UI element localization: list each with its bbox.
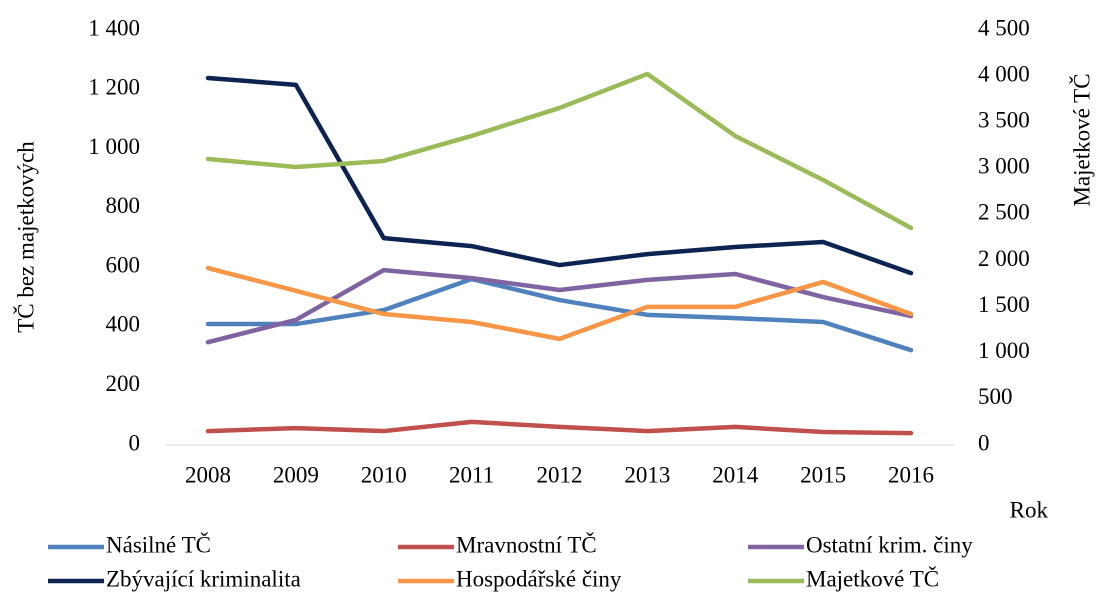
x-axis-label: Rok <box>1010 497 1049 522</box>
legend-label: Ostatní krim. činy <box>806 532 973 557</box>
series-line <box>205 276 914 353</box>
y-axis-label: TČ bez majetkových <box>12 141 38 333</box>
series-line <box>205 265 914 342</box>
y2-tick-label: 1 500 <box>978 292 1030 317</box>
x-tick-label: 2013 <box>624 462 670 487</box>
y2-tick-label: 2 000 <box>978 246 1030 271</box>
x-tick-label: 2008 <box>185 462 231 487</box>
y-tick-label: 800 <box>106 193 141 218</box>
x-tick-label: 2009 <box>273 462 319 487</box>
y2-tick-label: 3 000 <box>978 154 1030 179</box>
y-tick-label: 600 <box>106 252 141 277</box>
y2-tick-label: 500 <box>978 384 1013 409</box>
y2-tick-label: 4 500 <box>978 15 1030 40</box>
y-tick-label: 0 <box>129 430 141 455</box>
y-tick-label: 1 200 <box>88 75 140 100</box>
x-tick-label: 2011 <box>449 462 494 487</box>
series-line <box>205 71 914 231</box>
y2-tick-label: 2 500 <box>978 200 1030 225</box>
x-tick-label: 2016 <box>888 462 934 487</box>
y-tick-label: 1 400 <box>88 15 140 40</box>
legend-label: Hospodářské činy <box>456 566 622 591</box>
series-line <box>205 419 914 436</box>
legend-label: Majetkové TČ <box>806 565 939 591</box>
y2-tick-label: 1 000 <box>978 338 1030 363</box>
y2-tick-label: 3 500 <box>978 108 1030 133</box>
legend-label: Násilné TČ <box>106 531 211 557</box>
y2-tick-label: 4 000 <box>978 61 1030 86</box>
x-tick-label: 2015 <box>800 462 846 487</box>
y2-tick-label: 0 <box>978 430 990 455</box>
y-tick-label: 1 000 <box>88 134 140 159</box>
legend-label: Zbývající kriminalita <box>106 566 301 591</box>
x-tick-label: 2010 <box>361 462 407 487</box>
legend-label: Mravnostní TČ <box>456 531 597 557</box>
series-line <box>205 75 914 276</box>
x-tick-label: 2012 <box>537 462 583 487</box>
x-tick-label: 2014 <box>712 462 759 487</box>
y-tick-label: 200 <box>106 371 141 396</box>
series-line <box>205 267 914 345</box>
y-tick-label: 400 <box>106 312 141 337</box>
y2-axis-label: Majetkové TČ <box>1068 73 1094 206</box>
